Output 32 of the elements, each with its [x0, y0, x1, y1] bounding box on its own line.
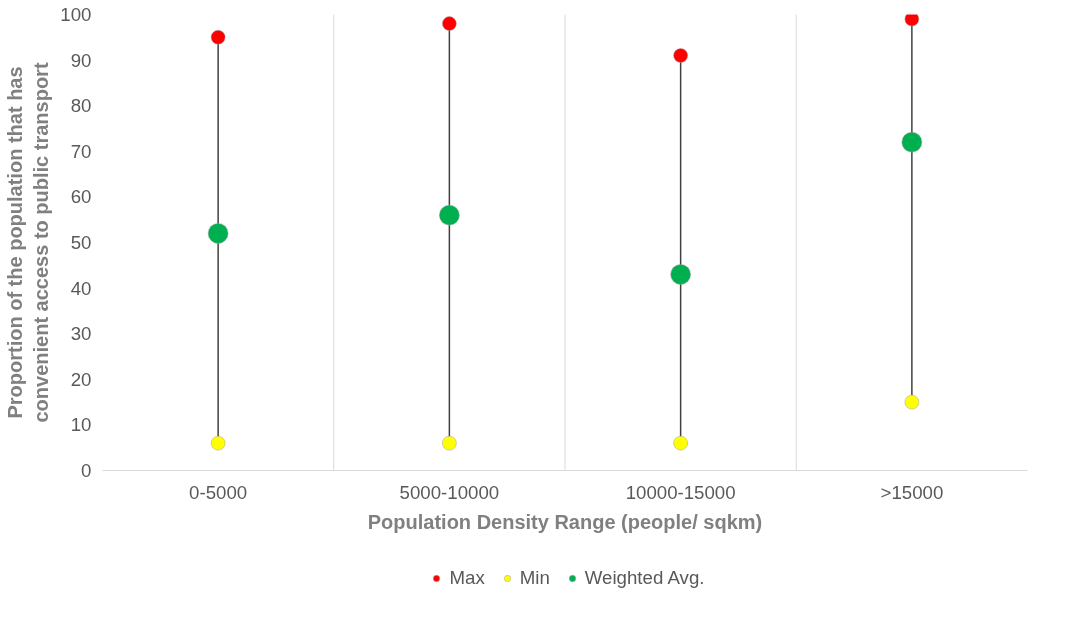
point — [207, 223, 229, 244]
x-tick-label: 10000-15000 — [625, 481, 736, 503]
y-tick-label: 70 — [70, 140, 92, 162]
x-axis-title: Population Density Range (people/ sqkm) — [367, 510, 763, 533]
y-tick-label: 40 — [70, 277, 92, 299]
point — [670, 264, 691, 285]
x-tick-label: 5000-10000 — [399, 481, 500, 503]
point — [901, 131, 923, 153]
legend-label: Min — [519, 567, 550, 590]
y-tick-label: 80 — [70, 95, 92, 117]
y-axis-title: Proportion of the population that has convenient access to public transport — [3, 62, 53, 423]
point — [673, 435, 688, 451]
point — [439, 204, 460, 226]
x-tick-label: >15000 — [880, 481, 944, 503]
point — [210, 30, 226, 45]
y-tick-label: 60 — [70, 186, 92, 208]
point — [442, 435, 457, 451]
y-tick-label: 20 — [70, 368, 92, 390]
point — [442, 16, 457, 31]
point — [673, 48, 688, 63]
y-tick-label: 10 — [70, 414, 92, 436]
legend-label: Max — [449, 567, 485, 590]
x-tick-label: 0-5000 — [189, 481, 248, 503]
legend-label: Weighted Avg. — [584, 567, 705, 590]
y-tick-label: 30 — [70, 323, 92, 345]
y-tick-label: 90 — [70, 49, 92, 71]
y-tick-label: 50 — [70, 232, 92, 253]
point — [210, 435, 226, 451]
point — [904, 394, 920, 410]
y-tick-label: 0 — [81, 460, 92, 481]
point — [904, 14, 920, 27]
y-tick-label: 100 — [60, 4, 92, 25]
